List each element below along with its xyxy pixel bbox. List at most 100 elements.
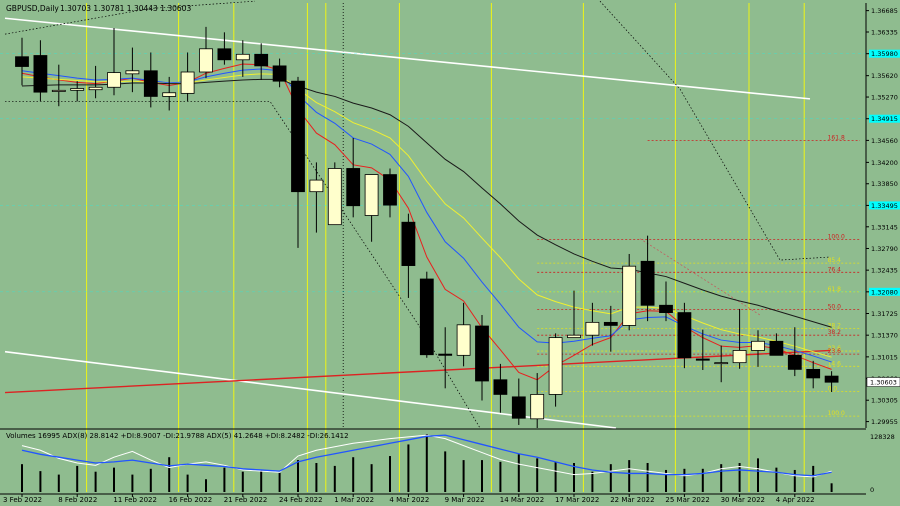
fib-label: 0.0	[828, 385, 838, 392]
time-tick-label: 17 Mar 2022	[555, 496, 599, 504]
candle-body	[162, 92, 177, 97]
candle-body	[401, 221, 416, 266]
level-tag	[869, 287, 900, 296]
price-tick-label: 1.34560	[871, 137, 898, 145]
candle-body	[383, 174, 397, 206]
price-tick-label: 1.29955	[871, 418, 898, 426]
fib-label: 23.6	[828, 348, 842, 355]
symbol-label: GBPUSD,Daily	[6, 4, 59, 13]
candle-body	[511, 396, 526, 419]
price-tick-label: 1.35620	[871, 72, 898, 80]
price-tick-label: 1.35980	[871, 50, 898, 58]
time-tick-label: 4 Apr 2022	[776, 496, 815, 504]
price-tick-label: 1.31725	[871, 310, 898, 318]
candle-body	[125, 70, 140, 75]
price-tick-label: 1.31370	[871, 332, 898, 340]
fibonacci-levels: 161.8100.085.476.461.850.038.238.223.623…	[537, 134, 860, 417]
candle-body	[640, 260, 655, 306]
candle-body	[493, 379, 508, 395]
fib-label: 38.2	[828, 322, 842, 329]
current-price-label: 1.30603	[870, 379, 897, 387]
candle-body	[806, 368, 821, 379]
candle-body	[143, 70, 158, 97]
candle-body	[475, 325, 489, 382]
time-tick-label: 3 Feb 2022	[3, 496, 42, 504]
candle-body	[567, 334, 581, 339]
upper-envelope-right	[599, 0, 831, 261]
candle-body	[787, 354, 802, 370]
candle-body	[603, 321, 618, 326]
price-tick-label: 1.32790	[871, 245, 898, 253]
price-tick-label: 1.30305	[871, 397, 898, 405]
candle-body	[585, 321, 600, 336]
fib-label: 23.6	[828, 345, 842, 352]
candle-body	[15, 56, 29, 67]
price-tick-label: 1.33145	[871, 223, 898, 231]
candle-body	[695, 358, 710, 361]
candle-body	[291, 80, 305, 193]
fib-label: 76.4	[828, 266, 842, 273]
time-tick-label: 1 Mar 2022	[334, 496, 374, 504]
fib-label: 61.8	[828, 286, 842, 293]
fib-label: 38.2	[828, 329, 842, 336]
time-tick-label: 8 Feb 2022	[58, 496, 97, 504]
candle-body	[199, 48, 213, 73]
time-tick-label: 21 Feb 2022	[224, 496, 268, 504]
candle-body	[659, 304, 673, 313]
fib-label: 100.0	[828, 410, 845, 417]
time-tick-label: 30 Mar 2022	[721, 496, 765, 504]
candle-body	[456, 324, 471, 356]
time-tick-label: 25 Mar 2022	[665, 496, 709, 504]
level-tag	[869, 201, 900, 210]
candle-body	[364, 174, 379, 216]
upper-envelope	[4, 0, 256, 35]
level-tag	[869, 49, 900, 58]
candle-body	[824, 375, 839, 383]
time-tick-label: 24 Feb 2022	[279, 496, 323, 504]
time-tick-label: 16 Feb 2022	[169, 496, 213, 504]
candle-body	[217, 48, 232, 61]
candle-body	[33, 55, 48, 93]
price-tick-label: 1.33495	[871, 202, 898, 210]
candle-body	[235, 53, 250, 61]
candle-body	[51, 89, 66, 92]
candle-body	[327, 168, 342, 226]
time-tick-label: 22 Mar 2022	[610, 496, 654, 504]
candle-body	[88, 86, 103, 91]
candle-body	[272, 65, 287, 82]
adx-blue-line	[21, 434, 832, 477]
trend-lines	[0, 0, 866, 429]
price-tick-label: 1.32435	[871, 267, 898, 275]
ohlc-label: 1.30703 1.30781 1.30443 1.30603	[60, 4, 191, 13]
candle-body	[180, 71, 195, 94]
candle-body	[419, 278, 434, 356]
price-tick-label: 1.34915	[871, 115, 898, 123]
support-line	[4, 349, 831, 394]
candle-body	[622, 265, 637, 326]
candle-body	[107, 72, 121, 88]
candle-body	[548, 337, 563, 395]
indicator-header: Volumes 16995 ADX(8) 28.8142 +DI:8.9007 …	[6, 432, 349, 440]
vertical-grid	[86, 3, 805, 492]
current-price-tag	[866, 377, 900, 387]
price-tick-label: 1.33850	[871, 180, 898, 188]
axes: 1.36685 1.36335 1.35980 1.35620 1.35270 1.349…	[0, 3, 900, 504]
price-tick-label: 1.34200	[871, 159, 898, 167]
fib-label: 85.4	[828, 257, 842, 264]
price-tick-label: 1.36335	[871, 29, 898, 37]
candlesticks	[15, 26, 839, 428]
candle-body	[346, 168, 361, 207]
time-tick-label: 4 Mar 2022	[389, 496, 429, 504]
candle-body	[751, 340, 765, 351]
upper-channel-line	[4, 17, 811, 100]
volume-max-label: 128328	[870, 433, 895, 441]
price-tick-label: 1.31015	[871, 353, 898, 361]
candle-body	[438, 353, 453, 356]
candle-body	[309, 179, 324, 193]
price-tick-label: 1.36685	[871, 7, 898, 15]
fib-label: 14.6	[828, 360, 842, 367]
volume-adx-panel: 128328 0	[21, 433, 895, 494]
time-tick-label: 14 Mar 2022	[500, 496, 544, 504]
